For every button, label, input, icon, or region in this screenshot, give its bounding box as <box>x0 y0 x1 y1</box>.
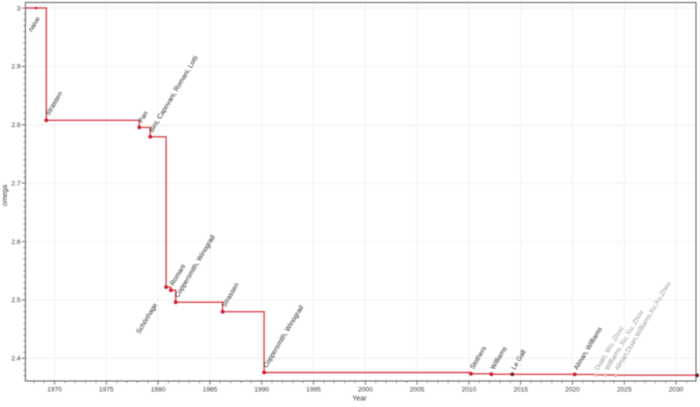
svg-text:1970: 1970 <box>47 386 62 393</box>
svg-text:2020: 2020 <box>565 386 580 393</box>
svg-text:3: 3 <box>17 5 21 12</box>
svg-text:1980: 1980 <box>151 386 166 393</box>
svg-text:1975: 1975 <box>99 386 114 393</box>
svg-text:1995: 1995 <box>306 386 321 393</box>
svg-text:2000: 2000 <box>358 386 373 393</box>
svg-text:omega: omega <box>2 185 9 207</box>
svg-text:2025: 2025 <box>617 386 632 393</box>
svg-text:1990: 1990 <box>254 386 269 393</box>
svg-text:2.9: 2.9 <box>11 64 20 71</box>
svg-text:1985: 1985 <box>203 386 218 393</box>
svg-text:2010: 2010 <box>462 386 477 393</box>
svg-text:2.7: 2.7 <box>11 180 20 187</box>
svg-text:2015: 2015 <box>513 386 528 393</box>
svg-text:Year: Year <box>352 396 367 402</box>
svg-text:2.5: 2.5 <box>11 297 20 304</box>
svg-text:2.4: 2.4 <box>11 356 20 363</box>
svg-text:2.6: 2.6 <box>11 239 20 246</box>
svg-text:2.8: 2.8 <box>11 122 20 129</box>
svg-text:2005: 2005 <box>410 386 425 393</box>
svg-text:2030: 2030 <box>669 386 684 393</box>
